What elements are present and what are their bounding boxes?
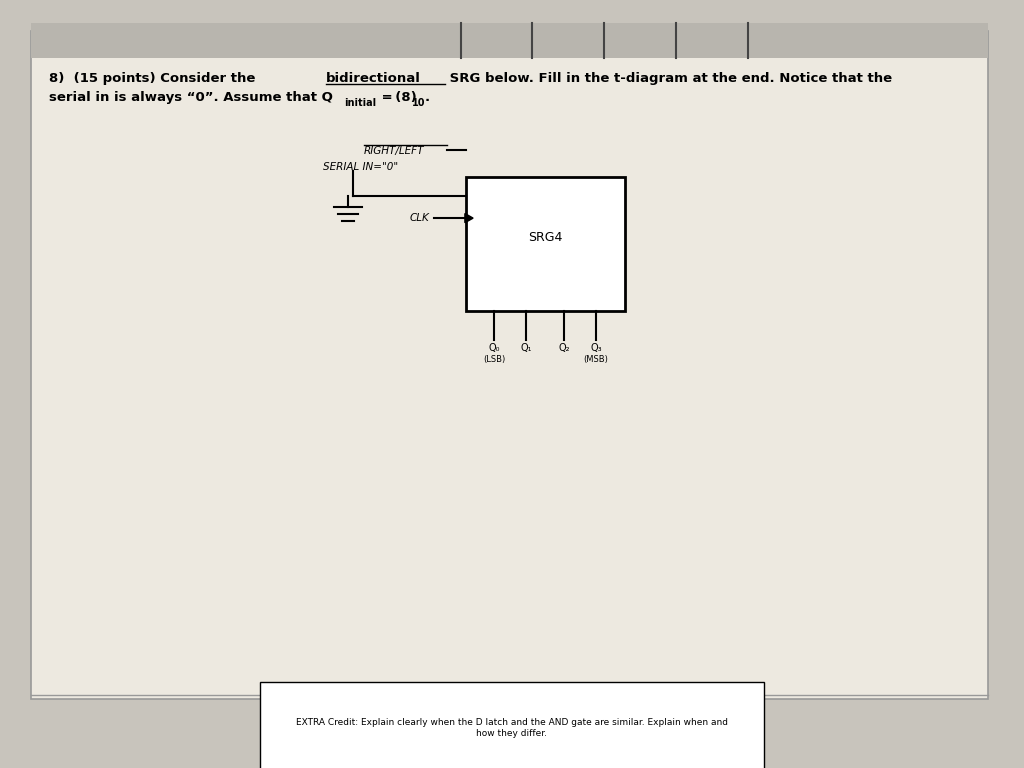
Text: = (8): = (8) (379, 91, 417, 104)
Text: SRG4: SRG4 (528, 230, 562, 243)
Text: (left): (left) (453, 362, 476, 372)
Text: SRG below. Fill in the t-diagram at the end. Notice that the: SRG below. Fill in the t-diagram at the … (445, 72, 893, 85)
Text: 8)  (15 points) Consider the: 8) (15 points) Consider the (49, 72, 260, 85)
Text: CLK: CLK (162, 416, 185, 426)
Text: EXTRA Credit: Explain clearly when the D latch and the AND gate are similar. Exp: EXTRA Credit: Explain clearly when the D… (296, 718, 728, 738)
Text: 10: 10 (412, 98, 425, 108)
Text: Q₂: Q₂ (172, 566, 185, 579)
Text: .: . (425, 91, 430, 104)
Text: (left): (left) (834, 362, 857, 372)
Text: Q₃: Q₃ (172, 617, 185, 631)
Text: RIGHT/LEFT: RIGHT/LEFT (118, 375, 185, 385)
Text: SERIAL IN="0": SERIAL IN="0" (323, 163, 397, 173)
Text: Q₀: Q₀ (488, 343, 501, 353)
Text: Q₀: Q₀ (172, 464, 185, 477)
Text: (MSB): (MSB) (584, 355, 608, 364)
Text: Q₂: Q₂ (558, 343, 570, 353)
Text: (right): (right) (258, 362, 289, 372)
Text: Q₁: Q₁ (172, 515, 185, 528)
Text: Q₃: Q₃ (590, 343, 602, 353)
Text: bidirectional: bidirectional (326, 72, 421, 85)
Text: (LSB): (LSB) (483, 355, 506, 364)
Text: serial in is always “0”. Assume that Q: serial in is always “0”. Assume that Q (49, 91, 333, 104)
Text: initial: initial (344, 98, 376, 108)
Text: CLK: CLK (410, 214, 429, 223)
Text: (right): (right) (640, 362, 670, 372)
Text: Q₁: Q₁ (520, 343, 532, 353)
Text: RIGHT/LEFT: RIGHT/LEFT (364, 146, 424, 156)
